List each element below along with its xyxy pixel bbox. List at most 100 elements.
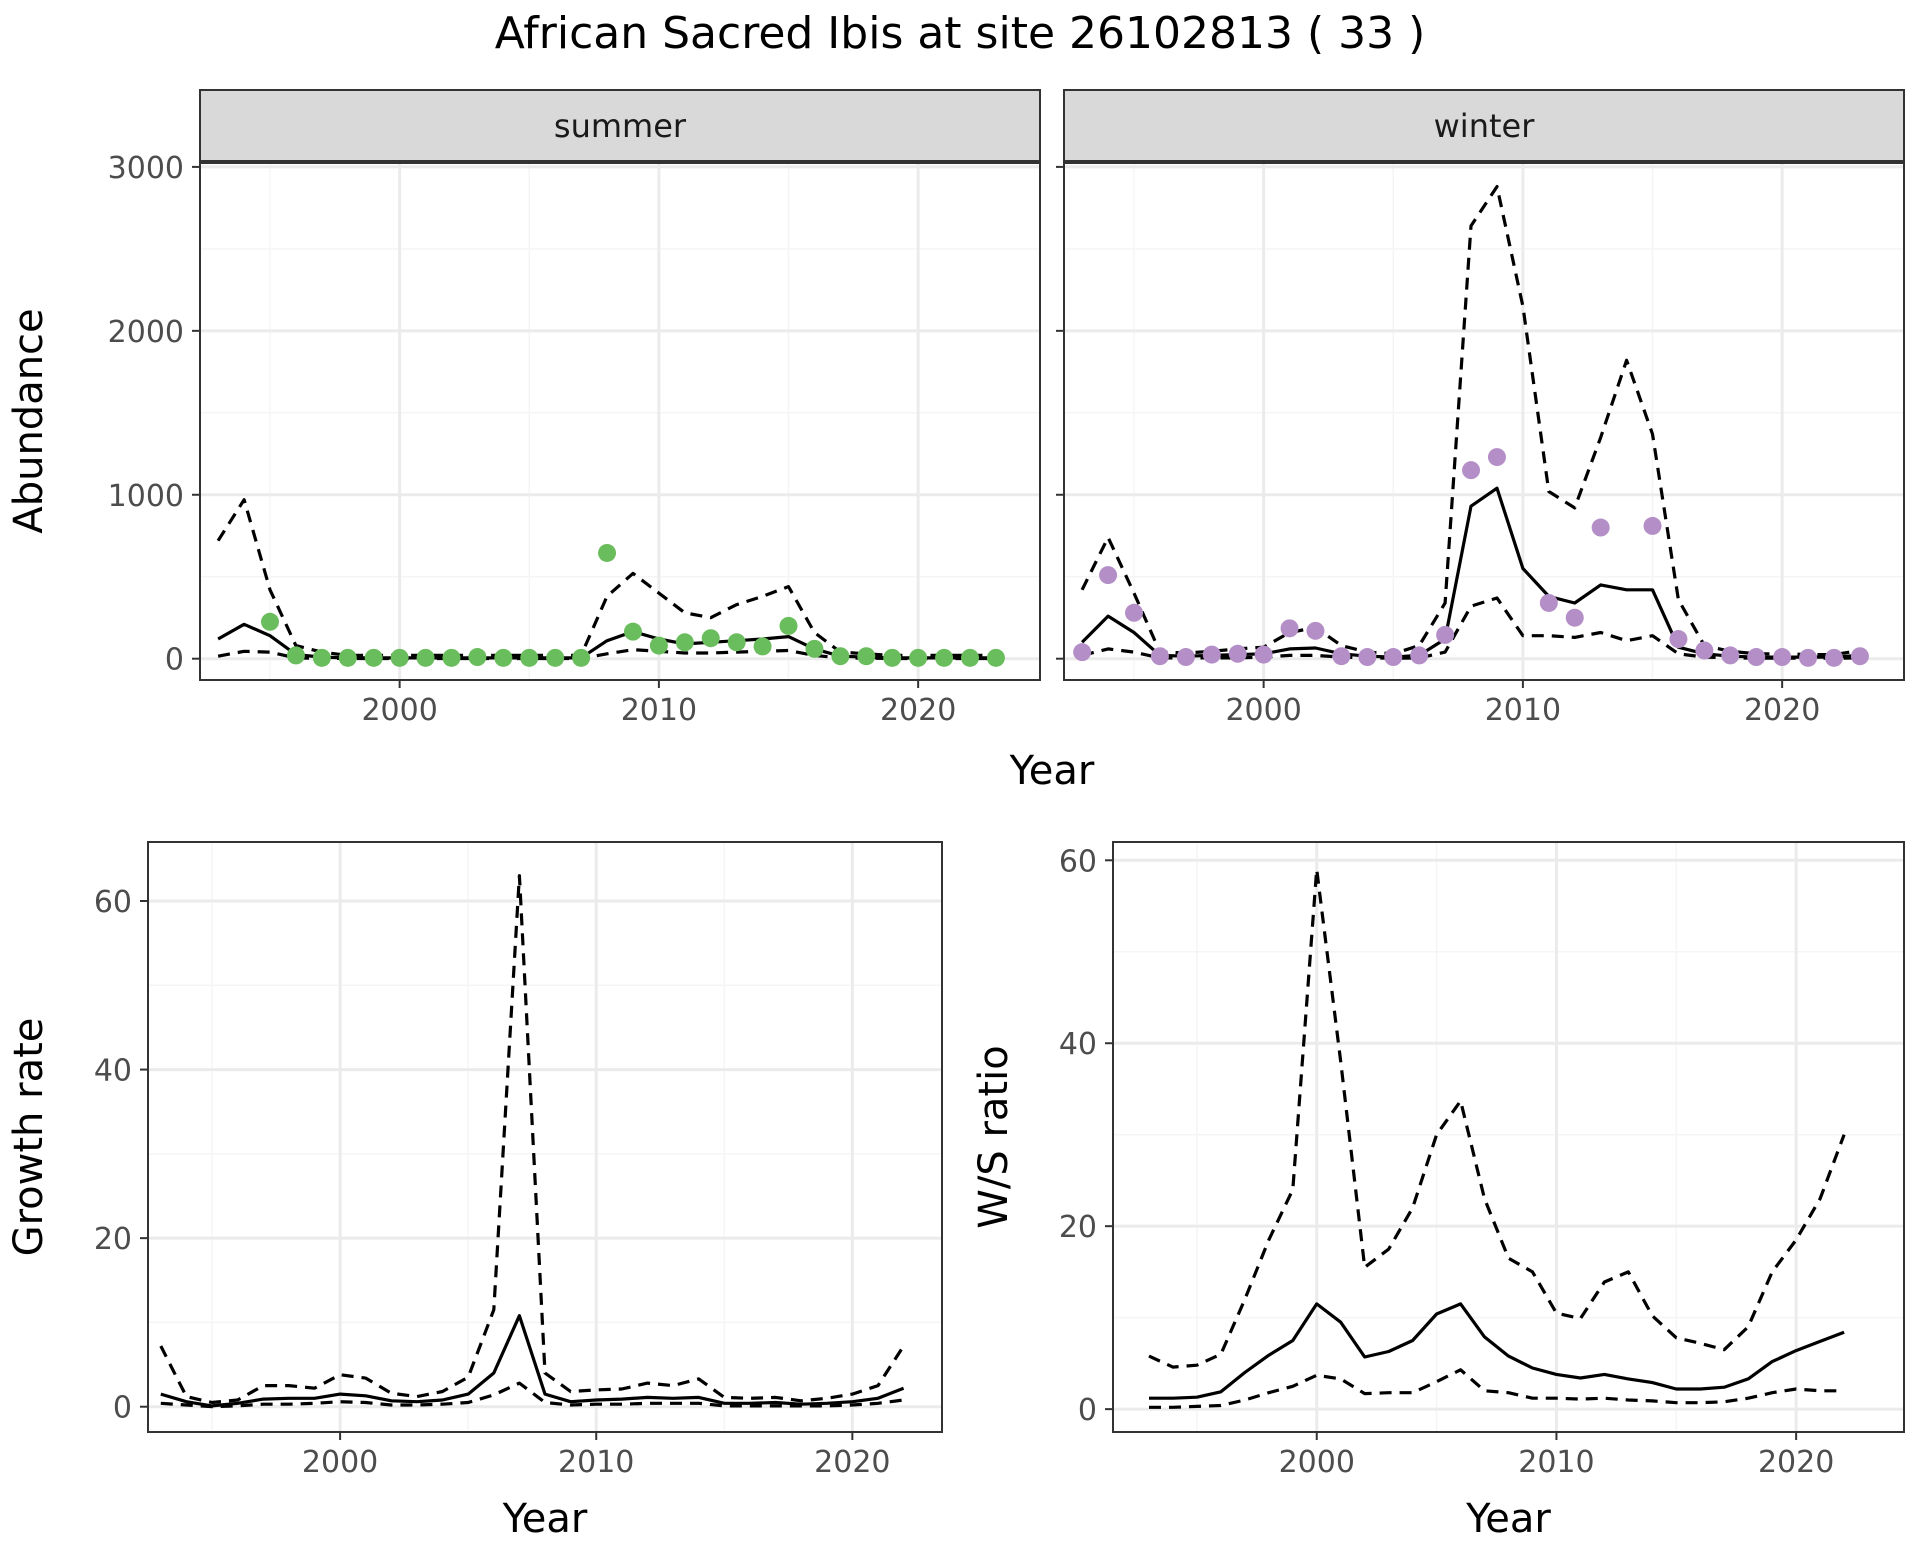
data-point	[935, 648, 954, 667]
series-line-upper-bound	[159, 874, 905, 1405]
series-line-estimate	[160, 1314, 905, 1408]
y-tick-label: 60	[1059, 844, 1097, 879]
data-point	[1280, 619, 1299, 638]
data-point	[1773, 648, 1792, 667]
chart-panel-3: 2000 2010 2020 0 20 40 60 Year Growth rate	[6, 841, 943, 1542]
data-point	[546, 648, 565, 667]
data-point	[494, 648, 513, 667]
x-tick-label: 2010	[1518, 1445, 1594, 1480]
data-point	[312, 648, 331, 667]
chart-panel-1: summer 2000 2010 2020 0 1000 2000 3000 Abundance	[6, 89, 1041, 728]
series-line-upper-bound	[1080, 185, 1861, 657]
data-point	[598, 543, 617, 562]
data-point	[390, 648, 409, 667]
data-point	[1410, 646, 1429, 665]
data-point	[1332, 647, 1351, 666]
data-point	[1073, 643, 1092, 662]
y-tick-label: 20	[1059, 1210, 1097, 1245]
x-tick-label: 2020	[1758, 1445, 1834, 1480]
data-point	[1591, 518, 1610, 537]
data-point	[338, 648, 357, 667]
data-point	[572, 648, 591, 667]
y-axis-title: Abundance	[6, 308, 52, 533]
y-tick-label: 40	[94, 1054, 132, 1089]
y-tick-label: 1000	[108, 479, 184, 514]
y-tick-label: 60	[94, 885, 132, 920]
data-point	[727, 633, 746, 652]
data-point	[364, 648, 383, 667]
data-point	[520, 648, 539, 667]
x-tick-label: 2000	[302, 1445, 378, 1480]
data-point	[468, 648, 487, 667]
data-point	[1202, 645, 1221, 664]
data-point	[1228, 644, 1247, 663]
figure-title: African Sacred Ibis at site 26102813 ( 3…	[495, 8, 1426, 59]
x-axis-title-shared: Year	[1009, 748, 1095, 794]
y-tick-label: 0	[1078, 1393, 1097, 1428]
x-tick-label: 2010	[621, 693, 697, 728]
chart-panel-4: 2000 2010 2020 0 20 40 60 Year W/S ratio	[971, 841, 1905, 1542]
data-point	[831, 647, 850, 666]
data-point	[1721, 646, 1740, 665]
data-point	[1306, 621, 1325, 640]
x-tick-label: 2010	[1485, 693, 1561, 728]
data-point	[1436, 625, 1455, 644]
data-point	[286, 646, 305, 665]
data-point	[1695, 641, 1714, 660]
data-point	[805, 639, 824, 658]
facet-label: winter	[1434, 107, 1536, 145]
data-point	[1176, 648, 1195, 667]
data-point	[1539, 593, 1558, 612]
data-point	[857, 647, 876, 666]
series-line-lower-bound	[1149, 1368, 1845, 1409]
x-tick-label: 2020	[814, 1445, 890, 1480]
x-tick-label: 2020	[880, 693, 956, 728]
data-point	[1099, 566, 1118, 585]
data-point	[779, 616, 798, 635]
data-point	[1384, 648, 1403, 667]
x-tick-label: 2010	[558, 1445, 634, 1480]
data-point	[701, 629, 720, 648]
series-line-lower-bound	[160, 1381, 904, 1409]
data-point	[1747, 648, 1766, 667]
y-axis-title: W/S ratio	[971, 1045, 1017, 1228]
x-axis-title: Year	[1465, 1496, 1551, 1542]
facet-strip	[1063, 89, 1905, 163]
chart-panel-2: winter 2000 2010 2020	[1056, 89, 1905, 728]
panel-background	[148, 842, 942, 1432]
y-tick-label: 20	[94, 1222, 132, 1257]
data-point	[442, 648, 461, 667]
data-point	[909, 648, 928, 667]
data-point	[1254, 645, 1273, 664]
data-point	[1487, 448, 1506, 467]
data-point	[1150, 647, 1169, 666]
data-point	[623, 622, 642, 641]
panel-background	[1113, 842, 1904, 1432]
data-point	[1565, 608, 1584, 627]
x-tick-label: 2000	[361, 693, 437, 728]
y-tick-label: 3000	[108, 151, 184, 186]
panel-background	[200, 162, 1040, 680]
data-point	[1125, 603, 1143, 622]
panel-border	[1112, 841, 1905, 1433]
series-line-estimate	[1149, 1302, 1845, 1400]
data-point	[986, 648, 1005, 667]
y-tick-label: 40	[1059, 1027, 1097, 1062]
data-point	[261, 612, 279, 631]
facet-label: summer	[554, 107, 687, 145]
y-tick-label: 0	[165, 643, 184, 678]
x-tick-label: 2020	[1744, 693, 1820, 728]
y-tick-label: 0	[113, 1391, 132, 1426]
data-point	[883, 648, 902, 667]
x-tick-label: 2000	[1225, 693, 1301, 728]
data-point	[1669, 630, 1688, 649]
panel-border	[147, 841, 943, 1433]
facet-strip	[199, 89, 1041, 163]
data-point	[1462, 461, 1481, 480]
y-axis-title: Growth rate	[6, 1018, 52, 1257]
data-point	[1850, 647, 1869, 666]
series-line-upper-bound	[1148, 867, 1846, 1369]
data-point	[961, 648, 979, 667]
